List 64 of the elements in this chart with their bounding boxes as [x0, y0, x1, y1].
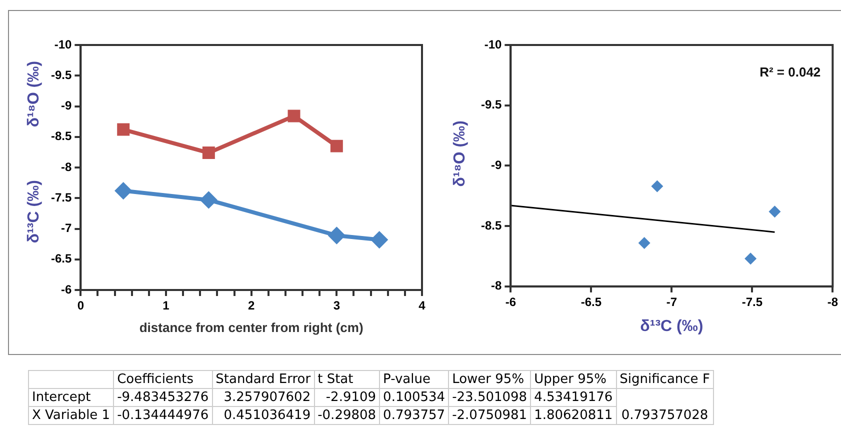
text: 0.100534	[383, 390, 446, 405]
y-tick-label: -8.5	[480, 218, 502, 232]
category-label: Significance F	[616, 370, 714, 388]
x-tick-label: 4	[418, 298, 426, 313]
x-tick-label: 3	[333, 298, 340, 313]
point	[117, 123, 130, 136]
text: 3.257907602	[224, 390, 311, 405]
category-label: Upper 95%	[530, 370, 616, 388]
point	[328, 227, 345, 244]
x-axis-title: distance from center from right (cm)	[139, 320, 364, 335]
point	[330, 140, 343, 152]
x-tick-label: 0	[77, 298, 84, 313]
point	[288, 110, 300, 122]
text: -0.134444976	[117, 408, 209, 423]
y-tick-label: -6.5	[50, 252, 72, 266]
x-axis-title: δ¹³C (‰)	[640, 318, 704, 335]
y-tick-label: -8.5	[50, 129, 72, 144]
x-tick-label: 2	[248, 298, 255, 313]
x-tick-label: -6	[505, 294, 516, 309]
y-tick-label: -9.5	[480, 98, 502, 112]
text: -23.501098	[452, 390, 528, 405]
text: δ¹³C (‰)	[25, 180, 42, 244]
y-tick-label: -9	[61, 98, 72, 113]
text: 0.793757	[383, 408, 446, 423]
category-label: Intercept	[32, 390, 91, 405]
point	[371, 232, 388, 248]
y-tick-label: -7	[61, 221, 72, 236]
y-tick-label: -10	[484, 37, 502, 52]
text: -2.0750981	[452, 408, 528, 423]
y-tick-label: -7.5	[50, 190, 72, 204]
category-label: P-value	[380, 370, 449, 388]
category-label: Standard Error	[212, 370, 314, 388]
y-tick-label: -8	[61, 160, 72, 174]
x-tick-label: -8	[827, 294, 838, 309]
text: -9.483453276	[117, 390, 209, 405]
category-label: X Variable 1	[32, 408, 110, 423]
y-tick-label: -10	[54, 37, 72, 52]
x-tick-label: -6.5	[580, 294, 602, 309]
y-axis-title: δ¹⁸O (‰)	[451, 120, 468, 187]
x-tick-label: 1	[162, 298, 170, 313]
y-tick-label: -6	[61, 282, 72, 296]
y-tick-label: -9	[491, 158, 502, 172]
y-axis-title: δ¹⁸O (‰)	[25, 60, 42, 128]
x-tick-label: -7.5	[742, 294, 763, 309]
point	[200, 192, 217, 208]
annotation: R² = 0.042	[760, 64, 821, 80]
text: -2.9109	[326, 390, 376, 405]
point	[744, 252, 757, 265]
category-label: t Stat	[314, 370, 380, 388]
text: 0.793757028	[621, 408, 708, 423]
x-tick-label: -7	[666, 294, 678, 309]
point	[651, 180, 664, 192]
text: -0.29808	[318, 408, 376, 423]
category-label: Lower 95%	[448, 370, 531, 388]
text: 1.80620811	[534, 408, 613, 423]
category-label: Coefficients	[114, 370, 212, 388]
point	[638, 236, 650, 249]
point	[768, 206, 781, 218]
text: 0.451036419	[224, 408, 311, 423]
y-tick-label: -9.5	[50, 68, 72, 82]
text: 4.53419176	[534, 390, 613, 405]
y-tick-label: -8	[491, 278, 502, 293]
point	[115, 182, 132, 199]
point	[202, 146, 215, 160]
